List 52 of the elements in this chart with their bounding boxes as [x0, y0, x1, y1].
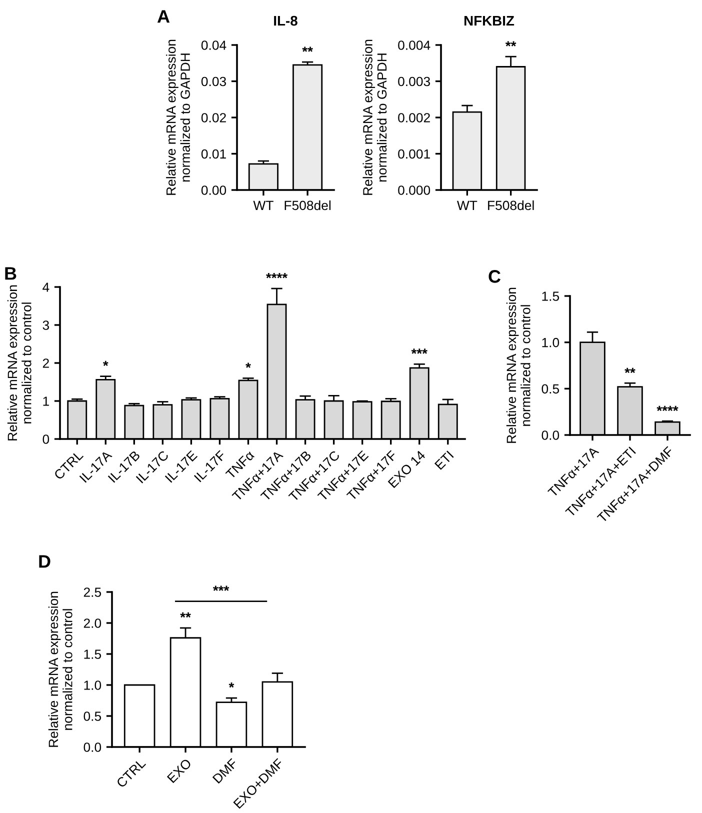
y-tick-label: 0.02 — [201, 113, 226, 122]
y-tick-label: 0.5 — [542, 384, 560, 394]
annotation: **** — [656, 406, 678, 412]
y-tick-label: 0 — [42, 434, 50, 444]
annotation: * — [228, 682, 234, 688]
annotation: **** — [266, 273, 288, 278]
y-tick-label: 0.01 — [201, 149, 226, 159]
y-axis-title: Relative mRNA expression normalized to control — [506, 288, 530, 443]
annotation: * — [102, 360, 108, 366]
text: A — [157, 10, 170, 23]
x-tick-label: F508del — [488, 200, 534, 210]
y-tick-label: 1.0 — [542, 338, 560, 348]
text: B — [5, 267, 16, 280]
annotation: ** — [624, 368, 636, 374]
y-tick-label: 2.5 — [84, 588, 102, 597]
y-tick-label: 1.0 — [84, 680, 102, 690]
y-axis-title: Relative mRNA expression normalized to GAPDH — [166, 40, 190, 195]
y-tick-label: 0.004 — [398, 40, 430, 50]
annotation: *** — [411, 348, 428, 354]
y-tick-label: 4 — [42, 282, 50, 292]
y-tick-label: 0.0 — [84, 742, 102, 752]
y-tick-label: 0.000 — [398, 186, 430, 195]
x-tick-label: WT — [253, 200, 274, 210]
y-tick-label: 0.002 — [398, 113, 430, 122]
y-tick-label: 1.5 — [84, 650, 102, 659]
chart-title: NFKBIZ — [464, 16, 514, 26]
y-tick-label: 1 — [43, 396, 49, 406]
y-tick-label: 0.5 — [84, 712, 102, 721]
x-tick-label: F508del — [284, 200, 331, 210]
chart-title: IL-8 — [274, 16, 298, 26]
y-axis-title: Relative mRNA expression normalized to control — [48, 592, 72, 747]
annotation: * — [246, 362, 251, 368]
y-tick-label: 0.03 — [201, 76, 226, 86]
annotation: ** — [505, 41, 516, 46]
annotation: ** — [302, 46, 313, 52]
text: *** — [212, 586, 230, 591]
y-tick-label: 2.0 — [84, 618, 102, 628]
x-tick-label: WT — [456, 200, 478, 210]
x-tick-label: ETI — [434, 450, 454, 470]
y-axis-title: Relative mRNA expression normalized to GAPDH — [362, 40, 387, 195]
y-axis-title: Relative mRNA expression normalized to control — [7, 285, 32, 440]
y-tick-label: 0.003 — [398, 76, 430, 86]
y-tick-label: 3 — [42, 320, 50, 330]
y-tick-label: 0.001 — [398, 149, 430, 159]
annotation: ** — [180, 612, 191, 618]
text: C — [488, 270, 501, 283]
y-tick-label: 0.04 — [201, 40, 226, 50]
text: D — [39, 555, 50, 568]
y-tick-label: 0.00 — [201, 186, 226, 195]
y-tick-label: 2 — [42, 358, 49, 368]
y-tick-label: 1.5 — [542, 292, 560, 301]
y-tick-label: 0.0 — [542, 430, 560, 440]
